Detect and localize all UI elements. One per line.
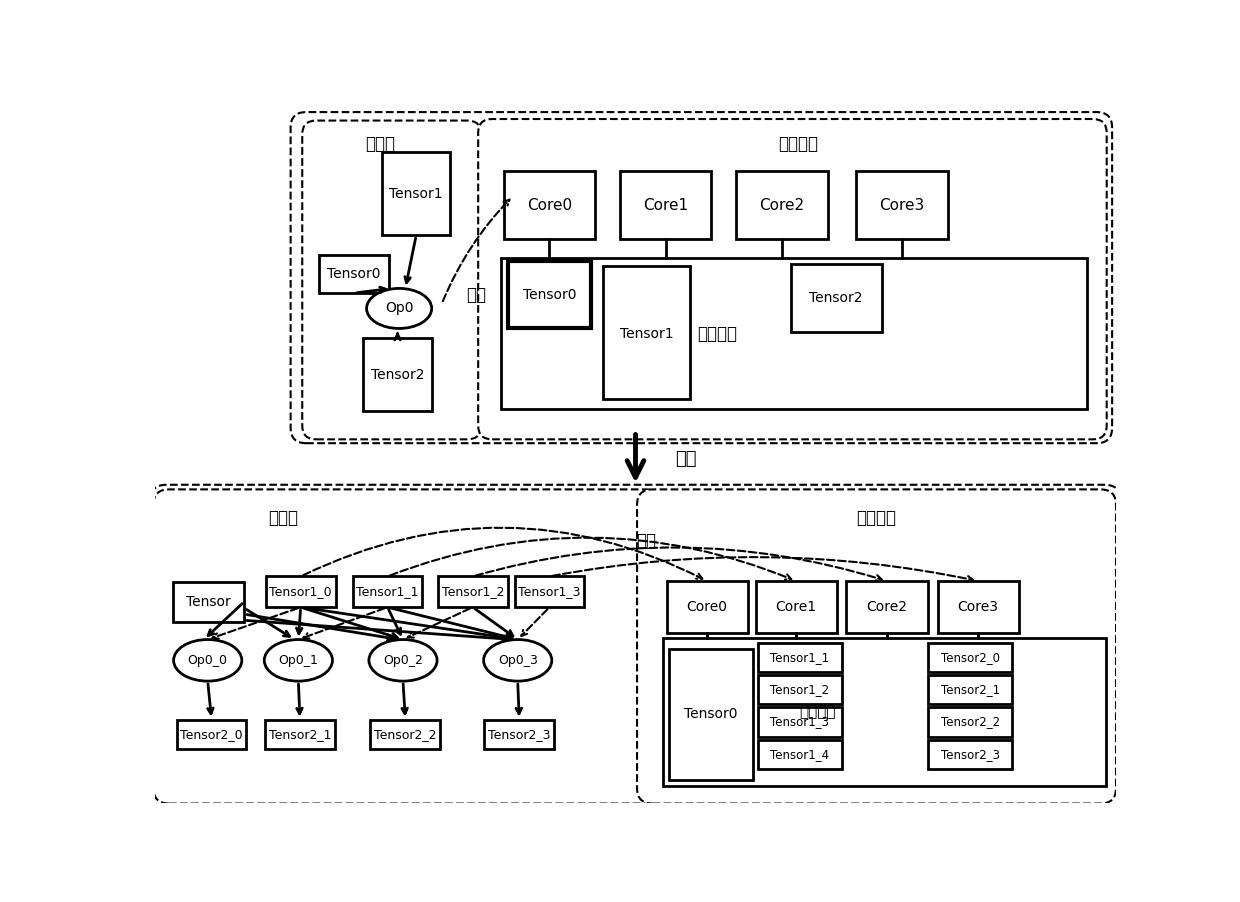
Text: Core1: Core1 xyxy=(644,198,688,213)
Ellipse shape xyxy=(174,640,242,681)
Bar xyxy=(382,152,450,235)
Bar xyxy=(791,263,882,332)
Text: Tensor2_0: Tensor2_0 xyxy=(941,650,999,664)
Bar xyxy=(501,258,1086,409)
Text: Tensor2_2: Tensor2_2 xyxy=(374,728,436,741)
Bar xyxy=(737,171,828,239)
Bar xyxy=(265,576,336,607)
Text: Tensor2: Tensor2 xyxy=(371,368,424,382)
Text: Tensor2: Tensor2 xyxy=(810,290,863,305)
Bar xyxy=(515,576,584,607)
Bar xyxy=(929,707,1012,737)
Text: Op0_2: Op0_2 xyxy=(383,654,423,667)
Bar xyxy=(929,740,1012,769)
Text: Tensor0: Tensor0 xyxy=(327,267,381,281)
Bar xyxy=(758,707,842,737)
Text: 分配: 分配 xyxy=(636,532,656,550)
FancyBboxPatch shape xyxy=(303,121,481,439)
Text: Tensor2_2: Tensor2_2 xyxy=(941,715,999,729)
Text: Tensor1_3: Tensor1_3 xyxy=(770,715,830,729)
Text: Core3: Core3 xyxy=(879,198,925,213)
Bar xyxy=(668,649,753,779)
Ellipse shape xyxy=(367,289,432,328)
Text: Tensor2_0: Tensor2_0 xyxy=(180,728,243,741)
Ellipse shape xyxy=(370,640,438,681)
Text: Tensor2_1: Tensor2_1 xyxy=(941,683,999,696)
Text: Core0: Core0 xyxy=(527,198,572,213)
Bar xyxy=(667,581,748,633)
Text: Tensor0: Tensor0 xyxy=(684,707,738,722)
Bar xyxy=(363,337,433,410)
FancyBboxPatch shape xyxy=(154,490,661,804)
Text: Core3: Core3 xyxy=(957,600,998,614)
Text: Op0_3: Op0_3 xyxy=(497,654,538,667)
Text: Tensor2_3: Tensor2_3 xyxy=(489,728,551,741)
Text: Tensor1: Tensor1 xyxy=(389,187,443,201)
Bar xyxy=(847,581,928,633)
Bar xyxy=(937,581,1019,633)
Text: 计算图: 计算图 xyxy=(365,135,394,153)
Ellipse shape xyxy=(484,640,552,681)
Text: 多核并行: 多核并行 xyxy=(779,135,818,153)
Text: Tensor1_2: Tensor1_2 xyxy=(770,683,830,696)
Text: Core1: Core1 xyxy=(775,600,816,614)
Bar xyxy=(172,582,244,621)
Text: Tensor: Tensor xyxy=(186,594,231,609)
Text: Tensor2_1: Tensor2_1 xyxy=(269,728,331,741)
Text: Tensor0: Tensor0 xyxy=(523,288,577,301)
Text: Core2: Core2 xyxy=(759,198,805,213)
Bar xyxy=(485,720,554,749)
Bar xyxy=(371,720,440,749)
Ellipse shape xyxy=(264,640,332,681)
Bar xyxy=(176,720,247,749)
Text: Tensor2_3: Tensor2_3 xyxy=(941,748,999,760)
FancyBboxPatch shape xyxy=(637,490,1116,804)
Text: Op0_0: Op0_0 xyxy=(187,654,228,667)
Bar xyxy=(438,576,507,607)
FancyBboxPatch shape xyxy=(290,112,1112,443)
Bar xyxy=(662,638,1106,786)
Text: Core2: Core2 xyxy=(866,600,908,614)
Text: 拆分: 拆分 xyxy=(675,449,697,467)
Bar xyxy=(265,720,335,749)
Text: 分配: 分配 xyxy=(466,286,486,304)
Bar xyxy=(755,581,837,633)
FancyBboxPatch shape xyxy=(150,484,1121,807)
Text: 全局内存: 全局内存 xyxy=(800,704,836,720)
Text: Tensor1_1: Tensor1_1 xyxy=(770,650,830,664)
Bar xyxy=(758,740,842,769)
Text: 计算图: 计算图 xyxy=(268,509,298,527)
Text: Tensor1_3: Tensor1_3 xyxy=(518,585,580,598)
Bar xyxy=(352,576,423,607)
Text: Tensor1_0: Tensor1_0 xyxy=(269,585,332,598)
Text: Op0_1: Op0_1 xyxy=(279,654,319,667)
Text: Tensor1: Tensor1 xyxy=(620,327,673,341)
Text: Tensor1_2: Tensor1_2 xyxy=(441,585,503,598)
Bar xyxy=(507,261,591,328)
Text: Op0: Op0 xyxy=(384,301,413,316)
Bar xyxy=(929,642,1012,672)
Text: 多核并行: 多核并行 xyxy=(856,509,895,527)
Text: 全局内存: 全局内存 xyxy=(697,325,737,343)
Bar xyxy=(857,171,947,239)
Text: Tensor1_4: Tensor1_4 xyxy=(770,748,830,760)
Bar xyxy=(603,266,689,399)
Text: Core0: Core0 xyxy=(686,600,728,614)
Bar xyxy=(503,171,595,239)
Bar xyxy=(758,675,842,704)
Bar xyxy=(620,171,712,239)
Bar xyxy=(929,675,1012,704)
Text: Tensor1_1: Tensor1_1 xyxy=(356,585,419,598)
FancyBboxPatch shape xyxy=(479,119,1107,439)
Bar xyxy=(758,642,842,672)
Bar xyxy=(320,254,389,293)
